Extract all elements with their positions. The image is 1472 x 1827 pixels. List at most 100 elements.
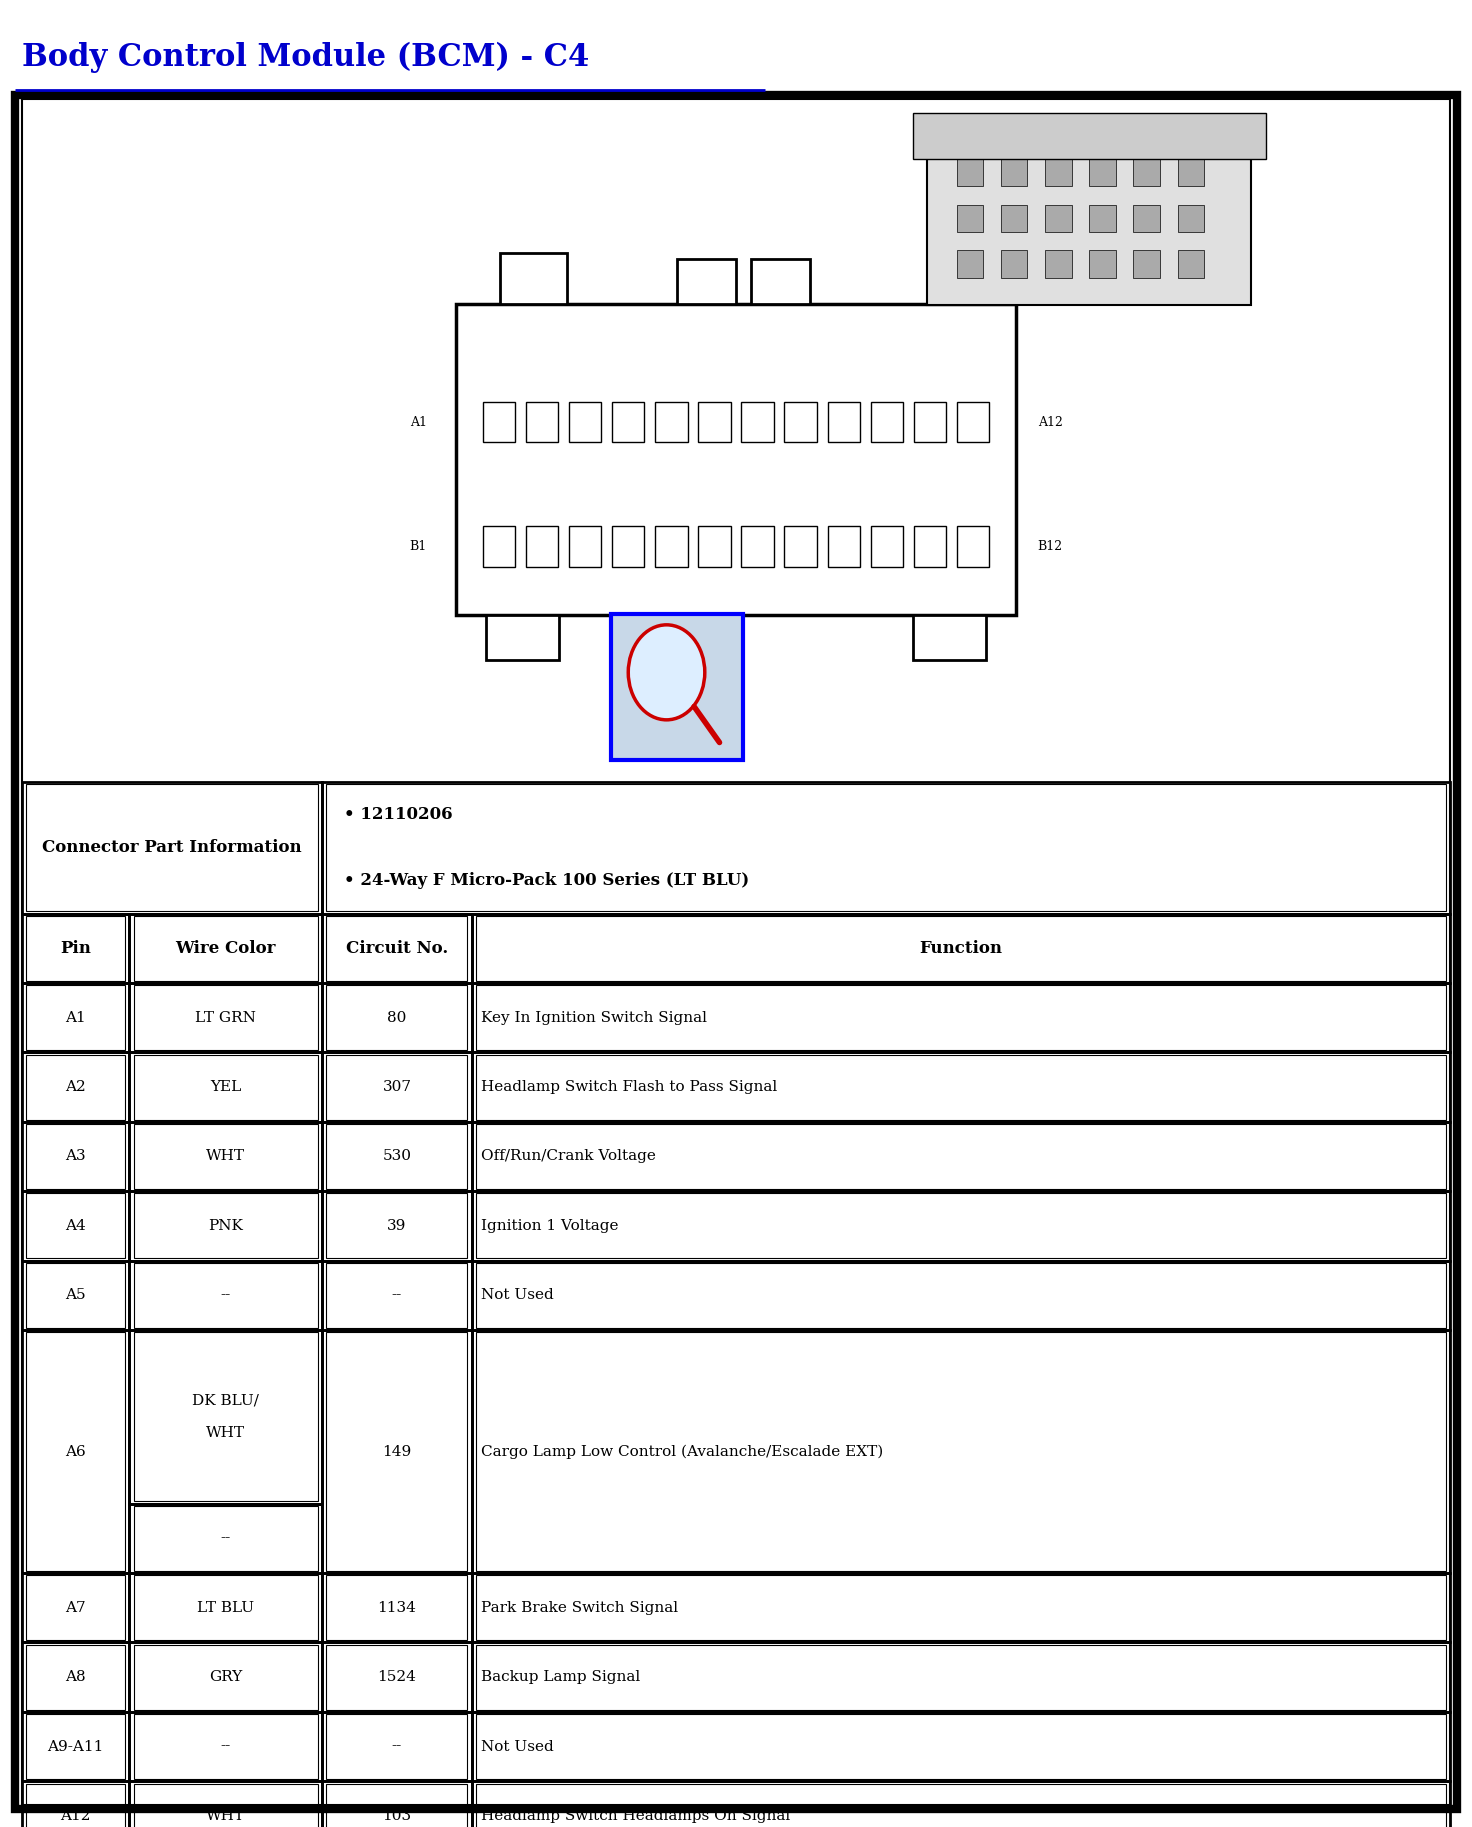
Bar [130, 914, 322, 983]
Bar [698, 402, 730, 442]
Bar [827, 402, 860, 442]
Bar [1045, 250, 1072, 278]
Bar [22, 914, 130, 983]
Text: • 24-Way F Micro-Pack 100 Series (LT BLU): • 24-Way F Micro-Pack 100 Series (LT BLU… [344, 871, 749, 890]
Bar [751, 259, 810, 303]
Bar [130, 1261, 322, 1330]
Bar [130, 1781, 322, 1827]
Text: 1134: 1134 [377, 1600, 417, 1615]
Bar [26, 1644, 125, 1710]
Text: YEL: YEL [210, 1080, 241, 1094]
Text: Headlamp Switch Flash to Pass Signal: Headlamp Switch Flash to Pass Signal [481, 1080, 777, 1094]
Text: A7: A7 [65, 1600, 85, 1615]
Text: GRY: GRY [209, 1670, 243, 1684]
Bar [322, 1642, 473, 1712]
Bar [1133, 159, 1160, 186]
Bar [130, 1573, 322, 1642]
Bar [570, 526, 602, 566]
Bar [322, 983, 473, 1052]
Text: Body Control Module (BCM) - C4: Body Control Module (BCM) - C4 [22, 42, 589, 73]
Bar [927, 122, 1251, 305]
Bar [1089, 250, 1116, 278]
Text: PNK: PNK [208, 1219, 243, 1233]
Bar [22, 1781, 130, 1827]
Bar [327, 1575, 468, 1641]
Bar [327, 1783, 468, 1827]
Bar [1133, 250, 1160, 278]
Bar [322, 1781, 473, 1827]
Text: --: -- [221, 1739, 231, 1754]
Bar [473, 1122, 1450, 1191]
Bar [473, 1052, 1450, 1122]
Bar [913, 616, 986, 661]
Text: Wire Color: Wire Color [175, 939, 275, 957]
Text: Circuit No.: Circuit No. [346, 939, 447, 957]
Bar [870, 526, 902, 566]
Text: A9-A11: A9-A11 [47, 1739, 105, 1754]
Bar [612, 526, 645, 566]
Bar [473, 983, 1450, 1052]
Text: Cargo Lamp Low Control (Avalanche/Escalade EXT): Cargo Lamp Low Control (Avalanche/Escala… [481, 1445, 883, 1458]
Bar [473, 1712, 1450, 1781]
Bar [22, 1712, 130, 1781]
Text: --: -- [392, 1739, 402, 1754]
Bar [322, 1191, 473, 1261]
Bar [26, 985, 125, 1051]
Bar [322, 1261, 473, 1330]
Bar [22, 1122, 130, 1191]
Text: • 12110206: • 12110206 [344, 806, 452, 824]
Bar [742, 526, 774, 566]
Bar [483, 526, 515, 566]
Bar [327, 1714, 468, 1779]
Bar [742, 402, 774, 442]
Text: DK BLU/

WHT: DK BLU/ WHT [193, 1394, 259, 1440]
Bar [473, 914, 1450, 983]
Bar [957, 526, 989, 566]
Bar [1089, 205, 1116, 232]
Bar [130, 1642, 322, 1712]
Text: Off/Run/Crank Voltage: Off/Run/Crank Voltage [481, 1149, 655, 1164]
Bar [322, 1573, 473, 1642]
Text: WHT: WHT [206, 1809, 244, 1823]
Bar [22, 1261, 130, 1330]
Bar [611, 614, 743, 760]
Bar [26, 1575, 125, 1641]
Bar [130, 1122, 322, 1191]
Text: A5: A5 [65, 1288, 85, 1303]
Bar [327, 985, 468, 1051]
Text: 307: 307 [383, 1080, 411, 1094]
Bar [134, 1575, 318, 1641]
Text: Ignition 1 Voltage: Ignition 1 Voltage [481, 1219, 618, 1233]
Bar [655, 526, 687, 566]
Bar [322, 1712, 473, 1781]
Text: 530: 530 [383, 1149, 411, 1164]
Bar [134, 985, 318, 1051]
Text: A6: A6 [65, 1445, 85, 1458]
Bar [914, 526, 946, 566]
Bar [1001, 250, 1027, 278]
Bar [130, 1712, 322, 1781]
Bar [655, 402, 687, 442]
Bar [957, 159, 983, 186]
Bar [827, 526, 860, 566]
Text: Pin: Pin [60, 939, 91, 957]
Bar [26, 1714, 125, 1779]
Bar [327, 1054, 468, 1120]
Bar [327, 915, 468, 981]
Bar [1001, 205, 1027, 232]
Bar [1133, 205, 1160, 232]
Bar [322, 1122, 473, 1191]
Bar [22, 1573, 130, 1642]
Text: WHT: WHT [206, 1149, 244, 1164]
Bar [130, 1052, 322, 1122]
Bar [473, 1261, 1450, 1330]
Bar [327, 1262, 468, 1328]
Bar [26, 784, 318, 912]
Text: 1524: 1524 [377, 1670, 417, 1684]
Bar [1045, 159, 1072, 186]
Bar [957, 402, 989, 442]
Text: --: -- [221, 1531, 231, 1546]
Bar [327, 784, 1446, 912]
Bar [870, 402, 902, 442]
Text: A2: A2 [65, 1080, 85, 1094]
